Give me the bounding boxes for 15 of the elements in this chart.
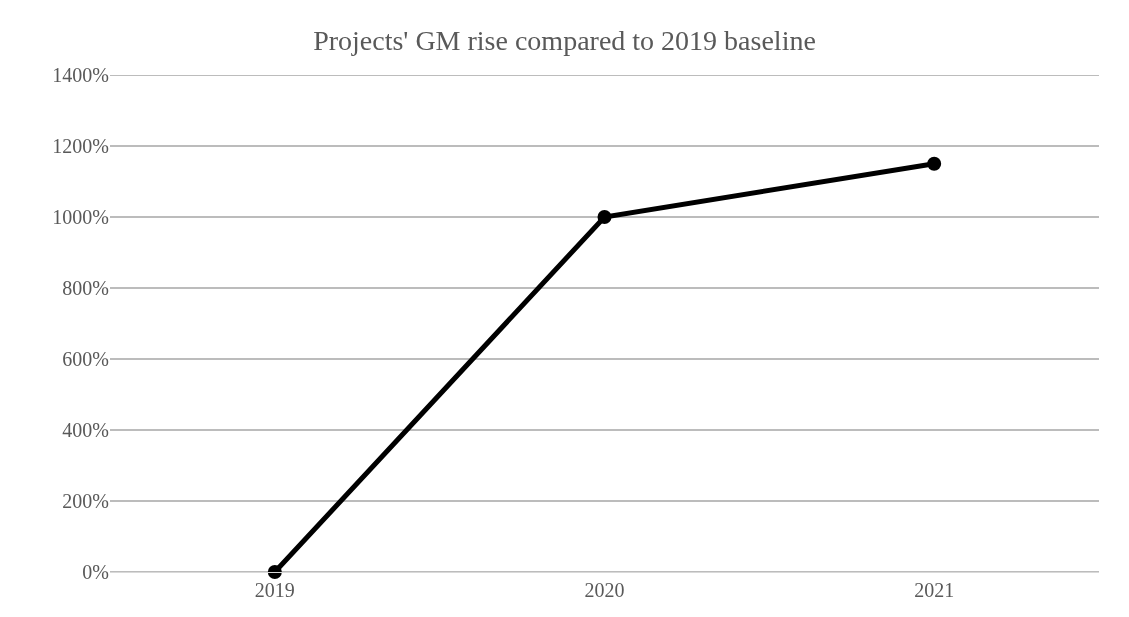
y-tick-label: 800%: [62, 277, 109, 299]
chart-title: Projects' GM rise compared to 2019 baseline: [313, 25, 816, 57]
point: [597, 210, 612, 224]
y-tick-label: 0%: [82, 561, 109, 583]
x-tick-label: 2021: [914, 579, 955, 601]
y-tick-label: 1200%: [52, 135, 109, 157]
point: [927, 156, 942, 171]
y-tick-label: 1400%: [52, 64, 109, 86]
y-tick-label: 400%: [62, 419, 109, 441]
y-tick-label: 200%: [62, 490, 109, 512]
y-tick-label: 1000%: [52, 206, 109, 228]
x-tick-label: 2019: [254, 579, 295, 601]
point: [267, 565, 282, 579]
y-tick-label: 600%: [62, 348, 109, 370]
x-tick-label: 2020: [584, 579, 625, 601]
